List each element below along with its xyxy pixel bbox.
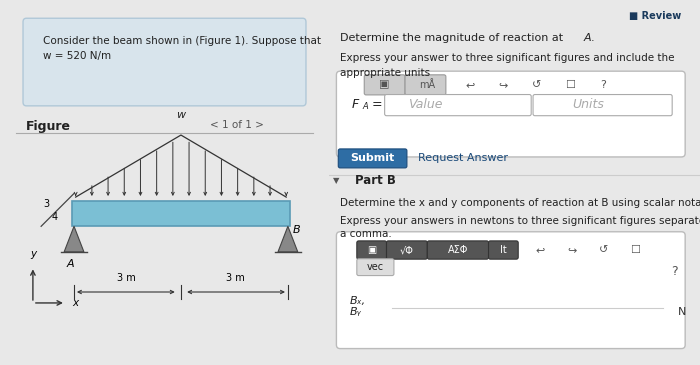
Text: Bₓ,: Bₓ, — [349, 296, 365, 306]
Text: Request Answer: Request Answer — [418, 153, 508, 164]
Text: 3 m: 3 m — [118, 273, 136, 283]
Text: .: . — [591, 33, 594, 43]
Text: B: B — [293, 225, 300, 235]
Text: ?: ? — [671, 265, 678, 278]
FancyBboxPatch shape — [533, 95, 672, 116]
Text: Determine the magnitude of reaction at: Determine the magnitude of reaction at — [340, 33, 567, 43]
Text: F: F — [351, 98, 358, 111]
Text: It: It — [500, 245, 507, 255]
FancyBboxPatch shape — [337, 232, 685, 349]
Text: ↪: ↪ — [498, 80, 508, 90]
Text: vec: vec — [367, 262, 384, 272]
Text: appropriate units: appropriate units — [340, 68, 430, 77]
Text: Part B: Part B — [355, 174, 395, 187]
Text: 3: 3 — [43, 199, 49, 210]
FancyBboxPatch shape — [357, 241, 386, 259]
Text: A: A — [363, 103, 368, 111]
Text: Express your answer to three significant figures and include the: Express your answer to three significant… — [340, 53, 675, 63]
Text: ▣: ▣ — [367, 245, 377, 255]
Text: y: y — [30, 249, 36, 259]
FancyBboxPatch shape — [489, 241, 518, 259]
Text: ↩: ↩ — [536, 245, 545, 255]
Text: =: = — [372, 98, 382, 111]
Text: x: x — [72, 298, 78, 308]
Text: ↺: ↺ — [599, 245, 608, 255]
Text: Bᵧ: Bᵧ — [349, 307, 361, 317]
Text: ?: ? — [601, 80, 606, 90]
Text: A: A — [583, 33, 591, 43]
Bar — [72, 201, 290, 226]
Polygon shape — [64, 226, 84, 252]
Text: 4: 4 — [51, 212, 57, 222]
Text: Units: Units — [573, 98, 605, 111]
FancyBboxPatch shape — [405, 75, 446, 95]
Text: mÅ: mÅ — [419, 80, 435, 90]
Text: ☐: ☐ — [630, 245, 640, 255]
Text: Figure: Figure — [27, 120, 71, 134]
Text: Submit: Submit — [350, 153, 395, 164]
FancyBboxPatch shape — [357, 259, 394, 276]
Text: 3 m: 3 m — [226, 273, 244, 283]
FancyBboxPatch shape — [386, 241, 427, 259]
Text: Determine the x and y components of reaction at B using scalar notation.: Determine the x and y components of reac… — [340, 198, 700, 208]
Text: √Φ: √Φ — [400, 245, 414, 255]
Text: Consider the beam shown in (Figure 1). Suppose that
w = 520 N/m: Consider the beam shown in (Figure 1). S… — [43, 36, 321, 61]
Text: ▣: ▣ — [379, 80, 390, 90]
Text: Express your answers in newtons to three significant figures separated by: Express your answers in newtons to three… — [340, 216, 700, 226]
FancyBboxPatch shape — [337, 71, 685, 157]
Polygon shape — [278, 226, 298, 252]
FancyBboxPatch shape — [23, 18, 306, 106]
Text: N: N — [678, 307, 686, 317]
FancyBboxPatch shape — [385, 95, 531, 116]
FancyBboxPatch shape — [427, 241, 489, 259]
Text: ↪: ↪ — [567, 245, 577, 255]
Text: ↩: ↩ — [466, 80, 475, 90]
FancyBboxPatch shape — [364, 75, 405, 95]
Text: A: A — [67, 259, 74, 269]
FancyBboxPatch shape — [338, 149, 407, 168]
Text: ▼: ▼ — [333, 176, 340, 185]
Text: w: w — [176, 111, 186, 120]
Text: ■ Review: ■ Review — [629, 11, 682, 21]
Text: ΑΣΦ: ΑΣΦ — [448, 245, 468, 255]
Text: ↺: ↺ — [532, 80, 541, 90]
Text: ☐: ☐ — [565, 80, 575, 90]
Text: a comma.: a comma. — [340, 229, 392, 239]
Text: Value: Value — [408, 98, 442, 111]
Text: < 1 of 1 >: < 1 of 1 > — [210, 120, 264, 130]
